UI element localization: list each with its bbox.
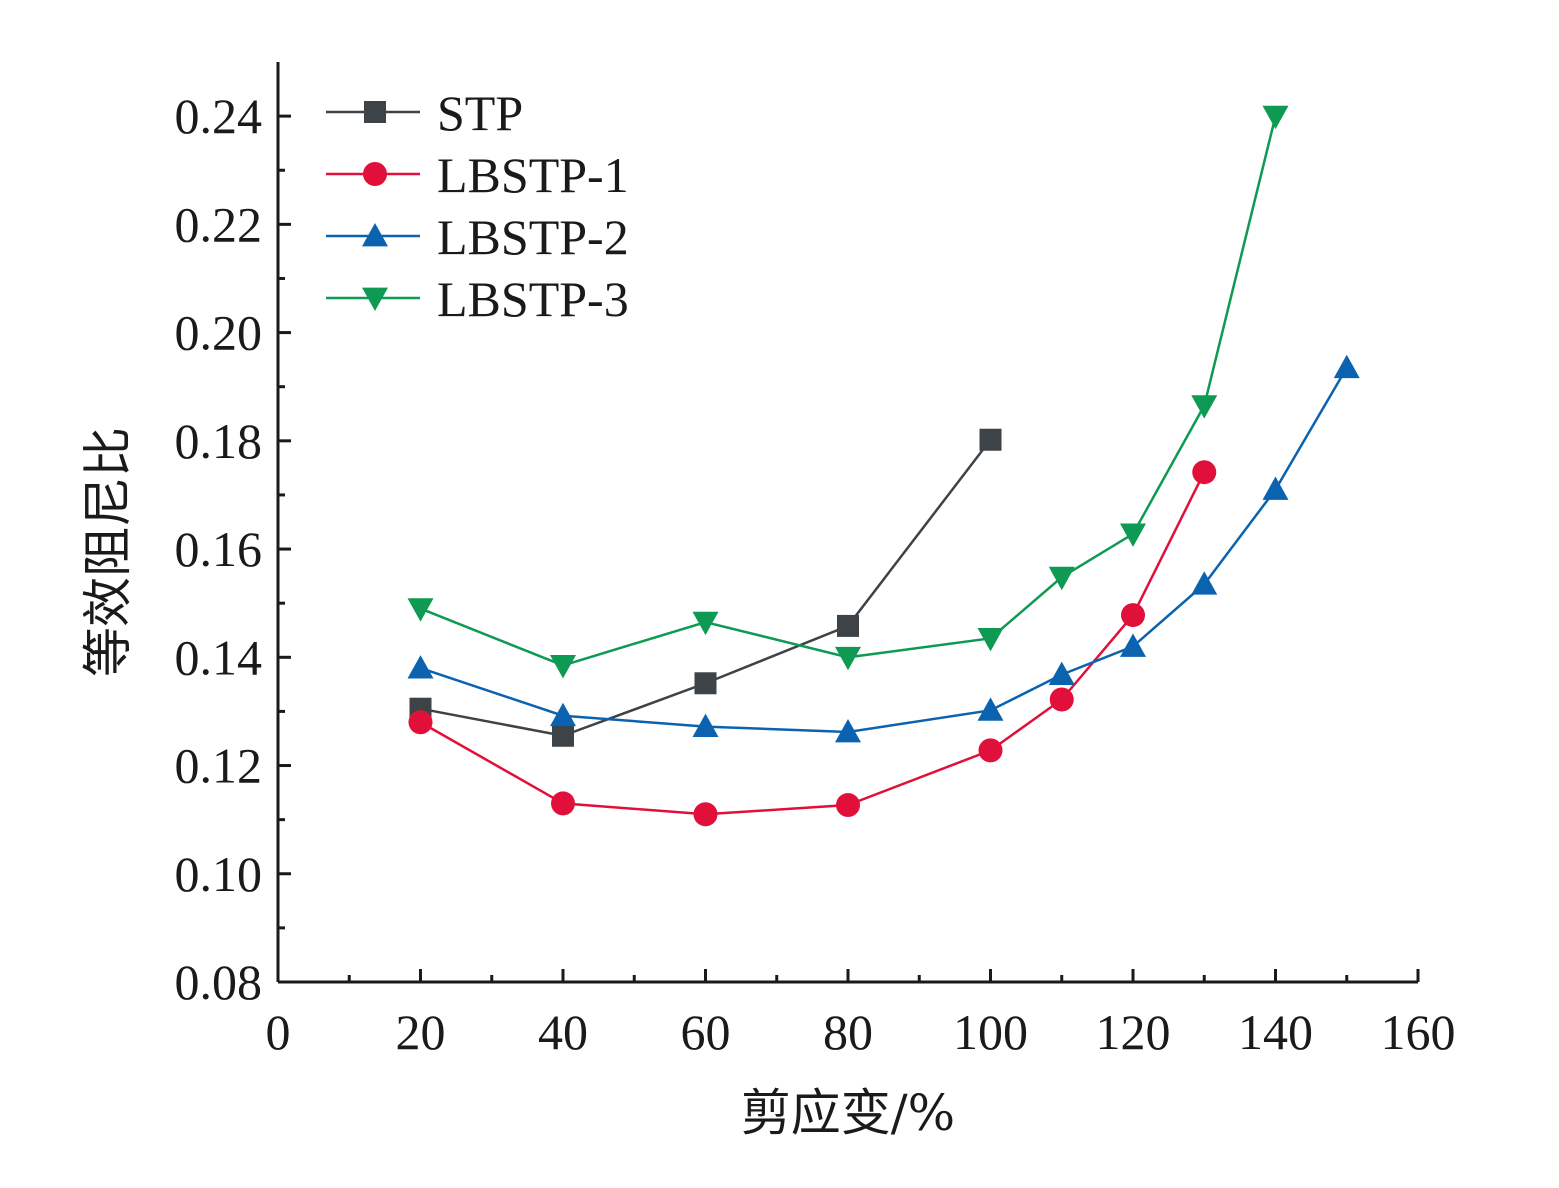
series-stp: [409, 428, 1002, 747]
legend-label: STP: [437, 85, 523, 141]
legend-label: LBSTP-1: [437, 147, 629, 203]
x-tick-label: 100: [953, 1004, 1028, 1060]
legend-marker: [362, 287, 388, 311]
data-point-stp: [694, 672, 717, 695]
data-point-lbstp-1: [408, 710, 433, 735]
x-tick-label: 80: [823, 1004, 873, 1060]
data-point-lbstp-2: [1333, 354, 1360, 379]
axes: 0 20 40 60 80 100 120 140 160 0.08 0.10 0.12 0.14 0.1…: [175, 62, 1456, 1060]
series-lbstp-3: [407, 105, 1289, 679]
x-tick-label: 40: [538, 1004, 588, 1060]
data-point-lbstp-2: [407, 655, 434, 679]
y-tick-label: 0.16: [175, 521, 263, 577]
y-tick-label: 0.14: [175, 629, 263, 685]
data-point-lbstp-1: [978, 738, 1003, 763]
data-point-lbstp-3: [1048, 566, 1075, 591]
data-point-stp: [979, 428, 1002, 451]
legend-marker: [364, 101, 386, 123]
data-point-lbstp-3: [1262, 105, 1289, 130]
data-point-lbstp-2: [1191, 571, 1218, 595]
y-tick-label: 0.08: [175, 954, 263, 1010]
series-layer: [407, 105, 1360, 827]
data-point-lbstp-3: [550, 655, 576, 679]
legend-marker: [363, 162, 387, 186]
data-point-lbstp-3: [1120, 523, 1146, 547]
data-point-lbstp-2: [550, 702, 576, 727]
data-point-lbstp-1: [1049, 687, 1074, 712]
legend-entry-lbstp-2: LBSTP-2: [326, 209, 629, 265]
y-axis-title: 等效阻尼比: [79, 427, 137, 677]
series-line-lbstp-2: [420, 367, 1348, 734]
y-tick-label: 0.12: [175, 738, 263, 794]
legend-entry-lbstp-1: LBSTP-1: [326, 147, 629, 203]
data-point-lbstp-1: [551, 791, 575, 816]
x-tick-label: 140: [1238, 1004, 1313, 1060]
x-axis-title: 剪应变/%: [741, 1084, 955, 1142]
data-point-lbstp-1: [1121, 603, 1145, 628]
legend-entry-stp: STP: [326, 85, 523, 141]
y-tick-label: 0.22: [175, 196, 263, 252]
data-point-lbstp-2: [1262, 476, 1289, 500]
series-lbstp-2: [407, 354, 1360, 743]
data-point-lbstp-2: [1048, 661, 1075, 686]
data-point-lbstp-3: [835, 646, 861, 671]
legend: STP LBSTP-1 LBSTP-2 LBSTP-3: [326, 85, 629, 327]
legend-label: LBSTP-2: [437, 209, 629, 265]
data-point-lbstp-2: [835, 718, 861, 743]
data-point-lbstp-3: [692, 611, 719, 636]
x-tick-label: 160: [1381, 1004, 1456, 1060]
x-tick-label: 60: [681, 1004, 731, 1060]
legend-label: LBSTP-3: [437, 271, 629, 327]
x-tick-label: 0: [266, 1004, 291, 1060]
y-tick-label: 0.10: [175, 846, 263, 902]
y-tick-label: 0.20: [175, 305, 263, 361]
data-point-lbstp-1: [1192, 460, 1217, 485]
data-point-lbstp-2: [1120, 633, 1146, 657]
series-lbstp-1: [408, 460, 1217, 827]
data-point-lbstp-1: [836, 793, 860, 818]
y-tick-label: 0.18: [175, 413, 263, 469]
data-point-lbstp-3: [1191, 395, 1218, 419]
data-point-lbstp-2: [977, 697, 1004, 721]
data-point-lbstp-2: [692, 713, 719, 737]
data-point-lbstp-3: [977, 627, 1004, 652]
series-line-lbstp-1: [419, 471, 1206, 816]
data-point-lbstp-1: [693, 802, 718, 827]
legend-entry-lbstp-3: LBSTP-3: [326, 271, 629, 327]
x-tick-label: 120: [1096, 1004, 1171, 1060]
data-point-stp: [552, 724, 574, 747]
data-point-lbstp-3: [407, 598, 434, 622]
y-tick-label: 0.24: [175, 88, 263, 144]
data-point-stp: [837, 614, 859, 637]
legend-marker: [362, 223, 388, 247]
x-tick-label: 20: [396, 1004, 446, 1060]
